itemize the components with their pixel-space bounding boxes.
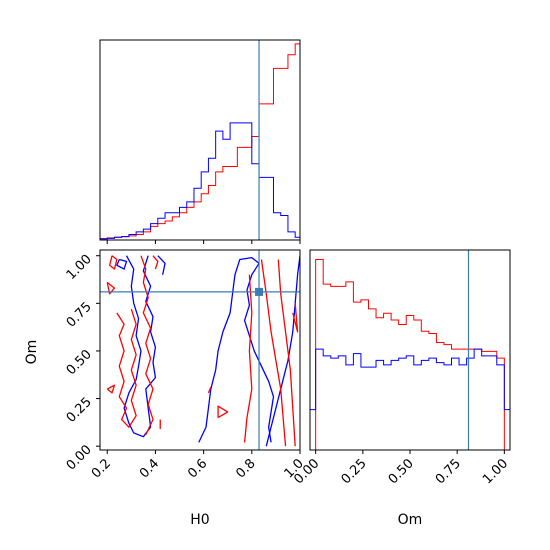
contour-line-0-3 xyxy=(198,256,275,443)
contour-ytick-label-1: 0.25 xyxy=(64,395,95,426)
contour-ytick-label-2: 0.50 xyxy=(64,347,95,378)
h0-marginal-histogram-panel xyxy=(99,39,301,244)
contour-frame xyxy=(99,249,301,451)
contour-xtick-label-0: 0.2 xyxy=(89,456,114,481)
contour-line-1-8 xyxy=(260,259,287,447)
contour-line-1-11 xyxy=(217,405,229,419)
histogram-series-1 xyxy=(309,348,511,450)
histogram-series-1 xyxy=(99,122,301,240)
om-hist-xtick-label-2: 0.50 xyxy=(386,456,417,487)
contour-line-1-2 xyxy=(116,308,137,428)
contour-line-1-3 xyxy=(140,255,154,436)
truth-marker xyxy=(255,287,264,296)
h0-histogram-frame xyxy=(99,39,301,241)
histogram-series-0 xyxy=(99,43,301,240)
contour-xtick-label-1: 0.4 xyxy=(137,456,162,481)
contour-line-1-5 xyxy=(106,384,116,394)
histogram-series-0 xyxy=(310,259,510,451)
x-axis-label-om: Om xyxy=(398,512,423,528)
x-axis-label-h0: H0 xyxy=(190,512,209,528)
contour-line-0-4 xyxy=(265,255,300,447)
contour-line-1-7 xyxy=(243,274,253,443)
om-hist-xtick-label-3: 0.75 xyxy=(433,456,464,487)
contour-line-1-0 xyxy=(108,255,118,270)
contour-plot-area xyxy=(100,250,300,450)
y-axis-label-om: Om xyxy=(24,340,40,365)
contour-line-1-1 xyxy=(106,281,116,295)
h0-om-contour-panel: 0.2 0.4 0.6 0.8 1.00.000.250.500.751.00 xyxy=(64,249,307,481)
contour-line-1-10 xyxy=(292,303,299,333)
om-hist-xtick-label-1: 0.25 xyxy=(339,456,370,487)
contour-line-1-9 xyxy=(277,259,296,447)
om-marginal-histogram-panel: 0.00 0.25 0.50 0.75 1.00 xyxy=(291,249,511,487)
contour-xtick-label-3: 0.8 xyxy=(233,456,258,481)
contour-ytick-label-3: 0.75 xyxy=(64,300,95,331)
contour-line-0-2 xyxy=(157,255,166,275)
om-histogram-frame xyxy=(309,249,511,451)
contour-line-0-1 xyxy=(116,258,128,270)
contour-line-1-4 xyxy=(152,255,159,270)
om-hist-xtick-label-4: 1.00 xyxy=(480,456,511,487)
contour-ytick-label-4: 1.00 xyxy=(64,252,95,283)
contour-xtick-label-2: 0.6 xyxy=(185,456,210,481)
contour-line-1-12 xyxy=(207,386,212,394)
contour-line-0-0 xyxy=(123,255,157,438)
